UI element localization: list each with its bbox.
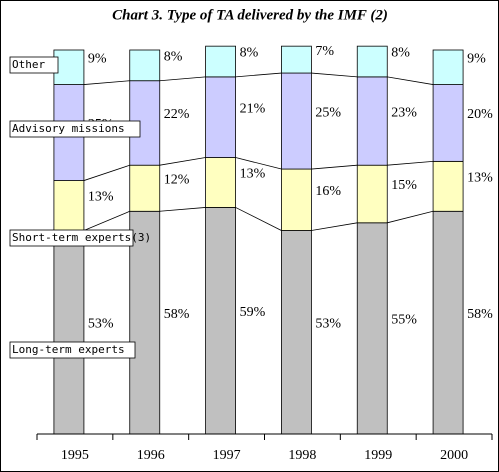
bar-segment bbox=[432, 210, 464, 435]
series-name: Long-term experts bbox=[12, 343, 125, 356]
bar-segment bbox=[53, 180, 85, 231]
bar-segment bbox=[53, 230, 85, 435]
bar-segment bbox=[432, 84, 464, 162]
data-label: 53% bbox=[315, 316, 341, 331]
x-tick-label: 1995 bbox=[61, 448, 89, 463]
data-label: 8% bbox=[391, 46, 410, 61]
data-label: 8% bbox=[240, 46, 259, 61]
connector-line bbox=[235, 72, 282, 78]
data-label: 20% bbox=[467, 107, 493, 122]
connector-line bbox=[235, 207, 282, 231]
x-tick-label: 1999 bbox=[364, 448, 392, 463]
data-label: 13% bbox=[467, 171, 493, 186]
x-tick-label: 1996 bbox=[137, 448, 165, 463]
connector-line bbox=[159, 76, 206, 82]
data-label: 8% bbox=[164, 50, 183, 65]
bar-segment bbox=[205, 45, 236, 78]
connector-line bbox=[387, 160, 434, 166]
data-label: 58% bbox=[164, 307, 190, 322]
connector-line bbox=[83, 164, 130, 181]
connector-line bbox=[387, 76, 434, 85]
bar-segment bbox=[356, 222, 388, 435]
bar-segment bbox=[281, 45, 312, 74]
bar-segment bbox=[205, 157, 236, 208]
series-name-box bbox=[9, 229, 134, 247]
bar-segment bbox=[432, 160, 464, 212]
data-label: 22% bbox=[164, 107, 190, 122]
bar-segment bbox=[129, 49, 161, 82]
connector-line bbox=[159, 157, 206, 166]
bar-segment bbox=[53, 49, 85, 85]
data-label: 12% bbox=[164, 172, 190, 187]
x-tick-label: 1998 bbox=[288, 448, 316, 463]
connector-line bbox=[159, 207, 206, 212]
connector-line bbox=[311, 72, 358, 78]
series-name: Advisory missions bbox=[12, 122, 125, 135]
x-tick-label: 2000 bbox=[440, 448, 468, 463]
data-label: 59% bbox=[240, 305, 266, 320]
x-tick-label: 1997 bbox=[213, 448, 241, 463]
bar-segment bbox=[281, 230, 312, 435]
data-label: 9% bbox=[467, 51, 486, 66]
bar-segment bbox=[205, 76, 236, 158]
bar-segment bbox=[281, 168, 312, 231]
series-name: Short-term experts(3) bbox=[12, 231, 151, 244]
connector-line bbox=[83, 80, 130, 85]
data-label: 13% bbox=[240, 167, 266, 182]
series-name-box bbox=[9, 341, 136, 359]
bar-segment bbox=[432, 49, 464, 85]
series-name-box bbox=[9, 120, 141, 138]
bar-segment bbox=[356, 164, 388, 224]
connector-line bbox=[311, 164, 358, 170]
bar-segment bbox=[281, 72, 312, 170]
series-name: Other bbox=[12, 58, 45, 71]
series-name-box bbox=[9, 56, 59, 74]
bar-segment bbox=[356, 45, 388, 78]
data-label: 55% bbox=[391, 313, 417, 328]
connector-line bbox=[235, 157, 282, 170]
data-label: 7% bbox=[315, 44, 334, 59]
data-label: 16% bbox=[315, 184, 341, 199]
data-label: 25% bbox=[315, 105, 341, 120]
bar-segment bbox=[205, 207, 236, 435]
data-label: 15% bbox=[391, 178, 417, 193]
bar-segment bbox=[356, 76, 388, 166]
chart-title: Chart 3. Type of TA delivered by the IMF… bbox=[112, 7, 388, 23]
data-label: 21% bbox=[240, 101, 266, 116]
data-label: 53% bbox=[88, 316, 114, 331]
connector-line bbox=[311, 222, 358, 231]
data-label: 58% bbox=[467, 307, 493, 322]
connector-line bbox=[83, 210, 130, 231]
connector-line bbox=[387, 210, 434, 224]
data-label: 9% bbox=[88, 51, 107, 66]
bar-segment bbox=[129, 164, 161, 212]
data-label: 13% bbox=[88, 190, 114, 205]
bar-segment bbox=[129, 210, 161, 435]
data-label: 23% bbox=[391, 105, 417, 120]
